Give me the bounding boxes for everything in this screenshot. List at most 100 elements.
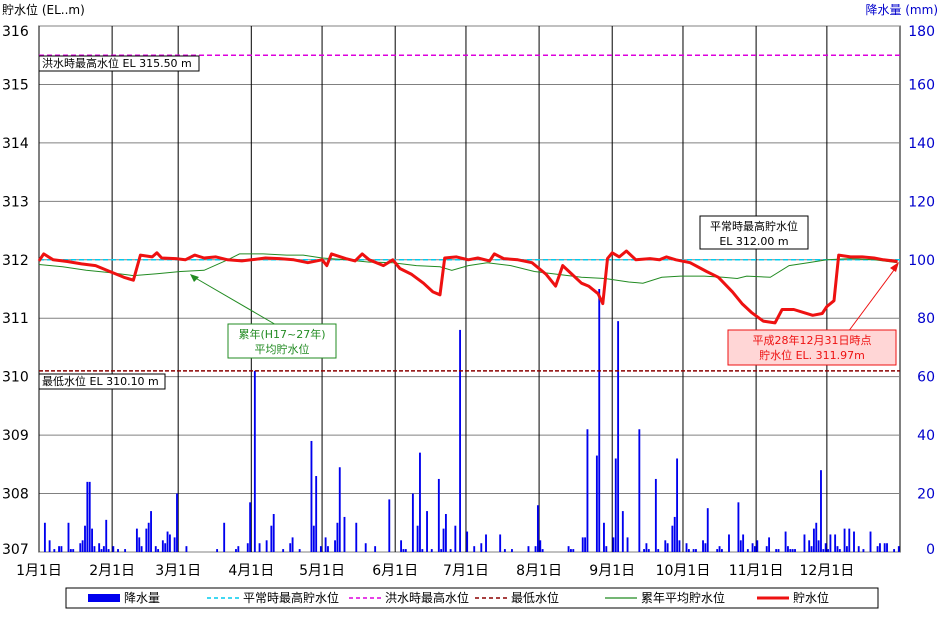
precip-bar	[810, 546, 813, 552]
precip-bar	[581, 537, 584, 552]
precip-bar	[886, 543, 888, 552]
legend-label: 累年平均貯水位	[641, 590, 725, 605]
y-left-tick-label: 315	[2, 77, 29, 93]
precip-bar	[746, 549, 749, 552]
precip-bar	[678, 540, 681, 552]
precip-bar	[265, 540, 268, 552]
avg-annotation-box: 累年(H17~27年) 平均貯水位	[227, 323, 337, 359]
y-right-tick-label: 80	[917, 311, 935, 327]
legend-label: 最低水位	[511, 590, 559, 605]
precip-bar	[282, 549, 285, 552]
precip-bar	[687, 549, 690, 552]
precip-bar	[117, 549, 119, 552]
precip-bar	[444, 514, 447, 552]
precip-bar	[416, 525, 419, 552]
precip-bar	[100, 549, 103, 552]
y-right-axis-title: 降水量 (mm)	[865, 3, 938, 17]
y-right-tick-label: 0	[926, 542, 935, 558]
precip-bar	[815, 522, 818, 552]
precip-bar	[454, 525, 457, 552]
precip-bar	[503, 549, 506, 552]
precip-bar	[654, 478, 657, 552]
precip-bar	[176, 493, 178, 552]
precip-bar	[812, 528, 815, 552]
legend-label: 降水量	[124, 591, 160, 605]
current-annotation-arrowhead	[890, 262, 899, 272]
precip-bar	[612, 537, 615, 552]
precip-bar	[86, 481, 89, 552]
reference-lines	[39, 54, 900, 372]
precip-bar	[671, 525, 674, 552]
precip-bar	[614, 458, 617, 552]
precip-bar	[853, 531, 855, 552]
normal-max-label-box: 平常時最高貯水位 EL 312.00 m	[699, 215, 809, 250]
precip-bar	[704, 543, 707, 552]
x-tick-label: 5月1日	[299, 563, 345, 579]
precip-bar	[626, 537, 629, 552]
y-left-tick-label: 311	[2, 311, 29, 327]
precip-bar	[605, 546, 608, 552]
precip-bar	[249, 502, 252, 552]
y-right-tick-label: 120	[908, 194, 935, 210]
x-ticks: 1月1日 2月1日 3月1日 4月1日 5月1日 6月1日 7月1日 8月1日 9月1日 10月1…	[16, 563, 854, 579]
precip-bar	[822, 549, 825, 552]
normal-max-label-line1: 平常時最高貯水位	[710, 219, 798, 233]
precip-bar	[777, 549, 780, 552]
precip-bar	[827, 549, 829, 552]
precip-bar	[817, 540, 820, 552]
avg-annotation-arrowhead	[190, 274, 199, 282]
precip-bar	[820, 470, 822, 552]
precip-bar	[147, 522, 150, 552]
y-left-tick-label: 307	[2, 542, 29, 558]
precip-bar	[897, 546, 900, 552]
precip-bar	[706, 508, 709, 552]
precip-bar	[388, 499, 391, 552]
y-right-tick-label: 180	[908, 24, 935, 40]
level-line	[37, 249, 898, 325]
y-left-axis-title: 貯水位 (EL..m)	[2, 2, 85, 17]
flood-max-label: 洪水時最高水位 EL 315.50 m	[42, 56, 192, 70]
precip-bar	[298, 549, 301, 552]
precip-bar	[426, 511, 428, 552]
precip-bar	[124, 549, 127, 552]
precip-bar	[105, 519, 108, 552]
precip-bar	[716, 549, 719, 552]
y-right-tick-label: 20	[917, 487, 935, 503]
y-left-ticks: 307 308 309 310 311 312 313 314 315 316	[2, 24, 29, 558]
precip-bar	[168, 534, 171, 552]
x-tick-label: 6月1日	[372, 563, 418, 579]
precip-bar	[145, 528, 148, 552]
precip-bar	[751, 543, 754, 552]
precip-bar	[411, 493, 414, 552]
precip-bar	[67, 522, 70, 552]
current-annotation-line1: 平成28年12月31日時点	[753, 333, 872, 347]
precip-bar	[485, 534, 487, 552]
precip-bar	[728, 534, 730, 552]
precip-bar	[430, 549, 433, 552]
precip-bar	[312, 525, 315, 552]
precip-bar	[72, 549, 75, 552]
precip-bar	[338, 467, 341, 552]
precip-bar	[437, 478, 440, 552]
precip-bar	[91, 528, 94, 552]
precip-bar	[718, 546, 721, 552]
precip-bar	[327, 546, 329, 552]
y-left-tick-label: 308	[2, 487, 29, 503]
legend-label: 洪水時最高水位	[385, 590, 469, 605]
precip-bar	[685, 543, 688, 552]
precip-bar	[53, 549, 56, 552]
precip-bar	[742, 534, 745, 552]
precip-bar	[789, 549, 792, 552]
precip-bar	[289, 543, 292, 552]
precip-bar	[107, 549, 110, 552]
precip-bar	[645, 543, 648, 552]
flood-max-label-box: 洪水時最高水位 EL 315.50 m	[38, 55, 200, 72]
precip-bar	[603, 522, 605, 552]
x-tick-label: 7月1日	[443, 563, 489, 579]
y-left-tick-label: 309	[2, 428, 29, 444]
precip-bar	[324, 537, 327, 552]
precip-bar	[185, 546, 188, 552]
precip-bar	[829, 534, 832, 552]
precip-bar	[794, 549, 796, 552]
